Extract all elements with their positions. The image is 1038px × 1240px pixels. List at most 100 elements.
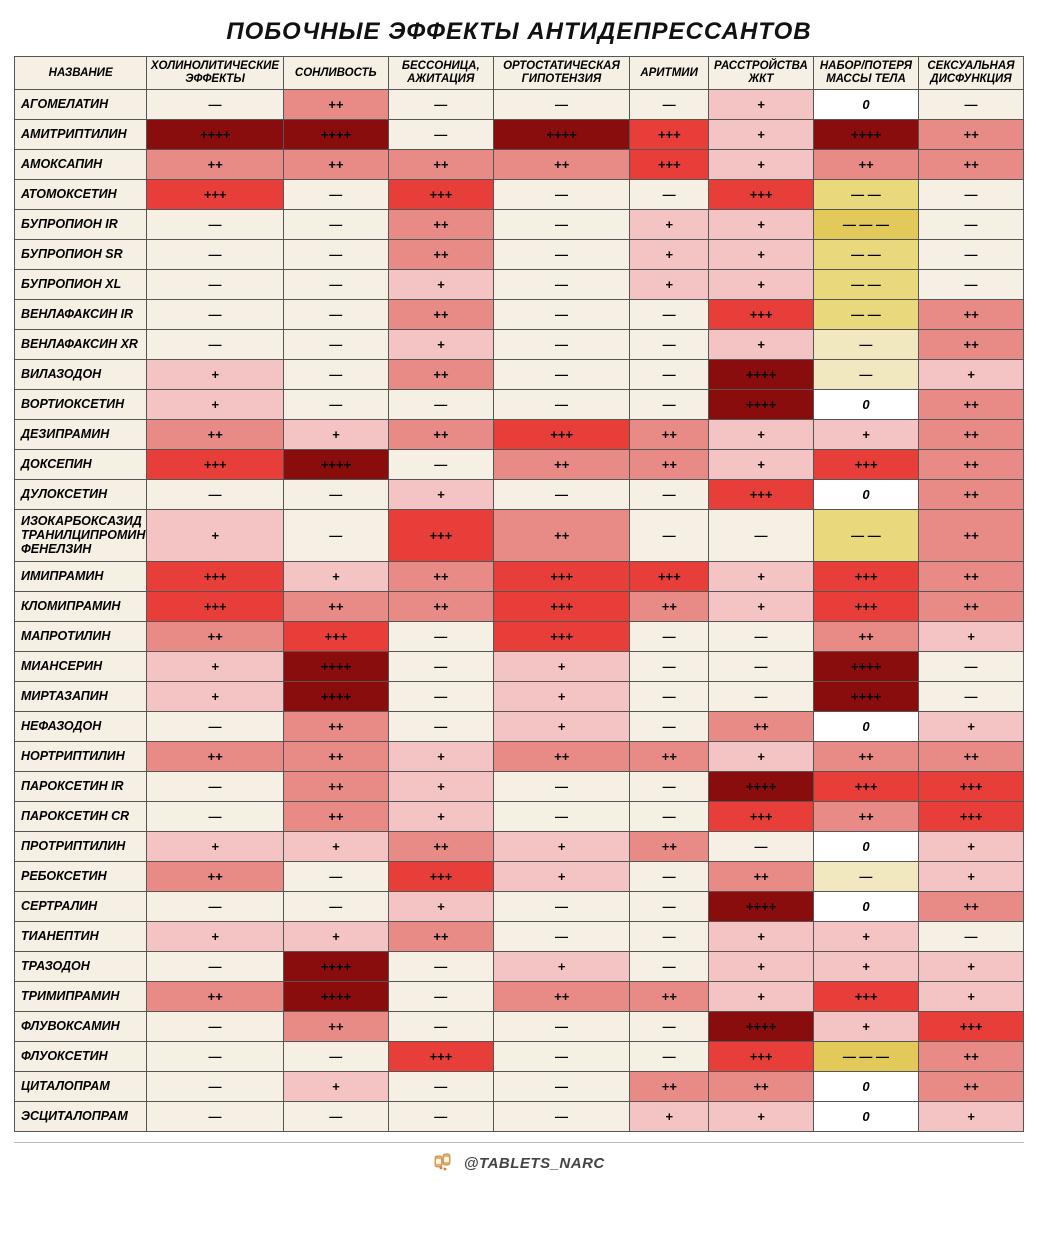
value-cell: + (493, 712, 629, 742)
value-cell: + (918, 952, 1023, 982)
value-cell: ++ (283, 742, 388, 772)
value-cell: ++ (147, 862, 283, 892)
value-cell: ++++ (708, 892, 813, 922)
value-cell: ++ (147, 420, 283, 450)
table-row: ДУЛОКСЕТИН——+——+++0++ (15, 480, 1024, 510)
column-header: ХОЛИНОЛИТИЧЕСКИЕ ЭФФЕКТЫ (147, 57, 283, 90)
drug-name-cell: МАПРОТИЛИН (15, 622, 147, 652)
table-row: ИМИПРАМИН++++++++++++++++++ (15, 562, 1024, 592)
value-cell: + (918, 622, 1023, 652)
drug-name-cell: ИМИПРАМИН (15, 562, 147, 592)
table-row: ВЕНЛАФАКСИН IR——++——+++— —++ (15, 300, 1024, 330)
value-cell: — (918, 270, 1023, 300)
value-cell: ++ (283, 150, 388, 180)
drug-name-cell: БУПРОПИОН SR (15, 240, 147, 270)
value-cell: — (630, 772, 709, 802)
value-cell: — (493, 270, 629, 300)
value-cell: +++ (493, 562, 629, 592)
value-cell: ++++ (708, 390, 813, 420)
value-cell: — (147, 1072, 283, 1102)
value-cell: ++ (493, 982, 629, 1012)
value-cell: ++++ (813, 120, 918, 150)
value-cell: — (283, 210, 388, 240)
value-cell: + (630, 240, 709, 270)
drug-name-cell: ДОКСЕПИН (15, 450, 147, 480)
value-cell: + (283, 922, 388, 952)
drug-name-cell: БУПРОПИОН IR (15, 210, 147, 240)
column-header: НАЗВАНИЕ (15, 57, 147, 90)
value-cell: ++ (630, 832, 709, 862)
table-row: СЕРТРАЛИН——+——++++0++ (15, 892, 1024, 922)
value-cell: +++ (388, 1042, 493, 1072)
value-cell: — (388, 390, 493, 420)
value-cell: — (708, 652, 813, 682)
value-cell: ++ (388, 832, 493, 862)
table-row: НЕФАЗОДОН—++—+—++0+ (15, 712, 1024, 742)
value-cell: + (708, 330, 813, 360)
value-cell: + (708, 420, 813, 450)
value-cell: ++ (918, 562, 1023, 592)
column-header: СОНЛИВОСТЬ (283, 57, 388, 90)
value-cell: +++ (630, 120, 709, 150)
value-cell: + (493, 832, 629, 862)
value-cell: — — (813, 180, 918, 210)
drug-name-cell: ЭСЦИТАЛОПРАМ (15, 1102, 147, 1132)
value-cell: + (493, 862, 629, 892)
table-row: ТРИМИПРАМИН++++++—+++++++++ (15, 982, 1024, 1012)
value-cell: — (630, 390, 709, 420)
value-cell: ++ (630, 982, 709, 1012)
page-title: ПОБОЧНЫЕ ЭФФЕКТЫ АНТИДЕПРЕССАНТОВ (14, 18, 1024, 46)
value-cell: — (493, 90, 629, 120)
value-cell: +++ (283, 622, 388, 652)
value-cell: + (708, 562, 813, 592)
table-row: РЕБОКСЕТИН++—++++—++—+ (15, 862, 1024, 892)
value-cell: ++ (388, 210, 493, 240)
value-cell: ++ (388, 360, 493, 390)
drug-name-cell: ТРИМИПРАМИН (15, 982, 147, 1012)
value-cell: — (388, 952, 493, 982)
value-cell: + (918, 1102, 1023, 1132)
value-cell: ++ (388, 562, 493, 592)
value-cell: + (283, 562, 388, 592)
value-cell: +++ (813, 982, 918, 1012)
value-cell: + (147, 360, 283, 390)
value-cell: +++ (708, 300, 813, 330)
value-cell: +++ (493, 622, 629, 652)
value-cell: 0 (813, 712, 918, 742)
value-cell: — (630, 892, 709, 922)
value-cell: — (147, 1102, 283, 1132)
value-cell: — (283, 330, 388, 360)
table-header: НАЗВАНИЕХОЛИНОЛИТИЧЕСКИЕ ЭФФЕКТЫСОНЛИВОС… (15, 57, 1024, 90)
value-cell: — (918, 652, 1023, 682)
value-cell: + (147, 832, 283, 862)
value-cell: — (918, 922, 1023, 952)
table-row: ФЛУВОКСАМИН—++———++++++++ (15, 1012, 1024, 1042)
value-cell: 0 (813, 1072, 918, 1102)
table-row: ФЛУОКСЕТИН——+++——+++— — —++ (15, 1042, 1024, 1072)
value-cell: — (493, 802, 629, 832)
value-cell: 0 (813, 832, 918, 862)
value-cell: — (813, 360, 918, 390)
value-cell: — (630, 922, 709, 952)
table-body: АГОМЕЛАТИН—++———+0—АМИТРИПТИЛИН++++++++—… (15, 90, 1024, 1132)
drug-name-cell: ДУЛОКСЕТИН (15, 480, 147, 510)
value-cell: ++++ (813, 652, 918, 682)
value-cell: +++ (630, 150, 709, 180)
table-row: АТОМОКСЕТИН+++—+++——+++— —— (15, 180, 1024, 210)
value-cell: ++ (708, 712, 813, 742)
value-cell: — — (813, 270, 918, 300)
value-cell: +++ (388, 862, 493, 892)
table-row: ЦИТАЛОПРАМ—+——++++0++ (15, 1072, 1024, 1102)
value-cell: ++ (708, 862, 813, 892)
value-cell: ++ (493, 150, 629, 180)
value-cell: ++ (918, 510, 1023, 562)
value-cell: + (147, 922, 283, 952)
value-cell: 0 (813, 90, 918, 120)
value-cell: — (918, 90, 1023, 120)
value-cell: ++ (493, 510, 629, 562)
value-cell: ++ (813, 150, 918, 180)
value-cell: — (388, 1102, 493, 1132)
value-cell: ++ (147, 742, 283, 772)
value-cell: + (283, 420, 388, 450)
value-cell: — (388, 712, 493, 742)
